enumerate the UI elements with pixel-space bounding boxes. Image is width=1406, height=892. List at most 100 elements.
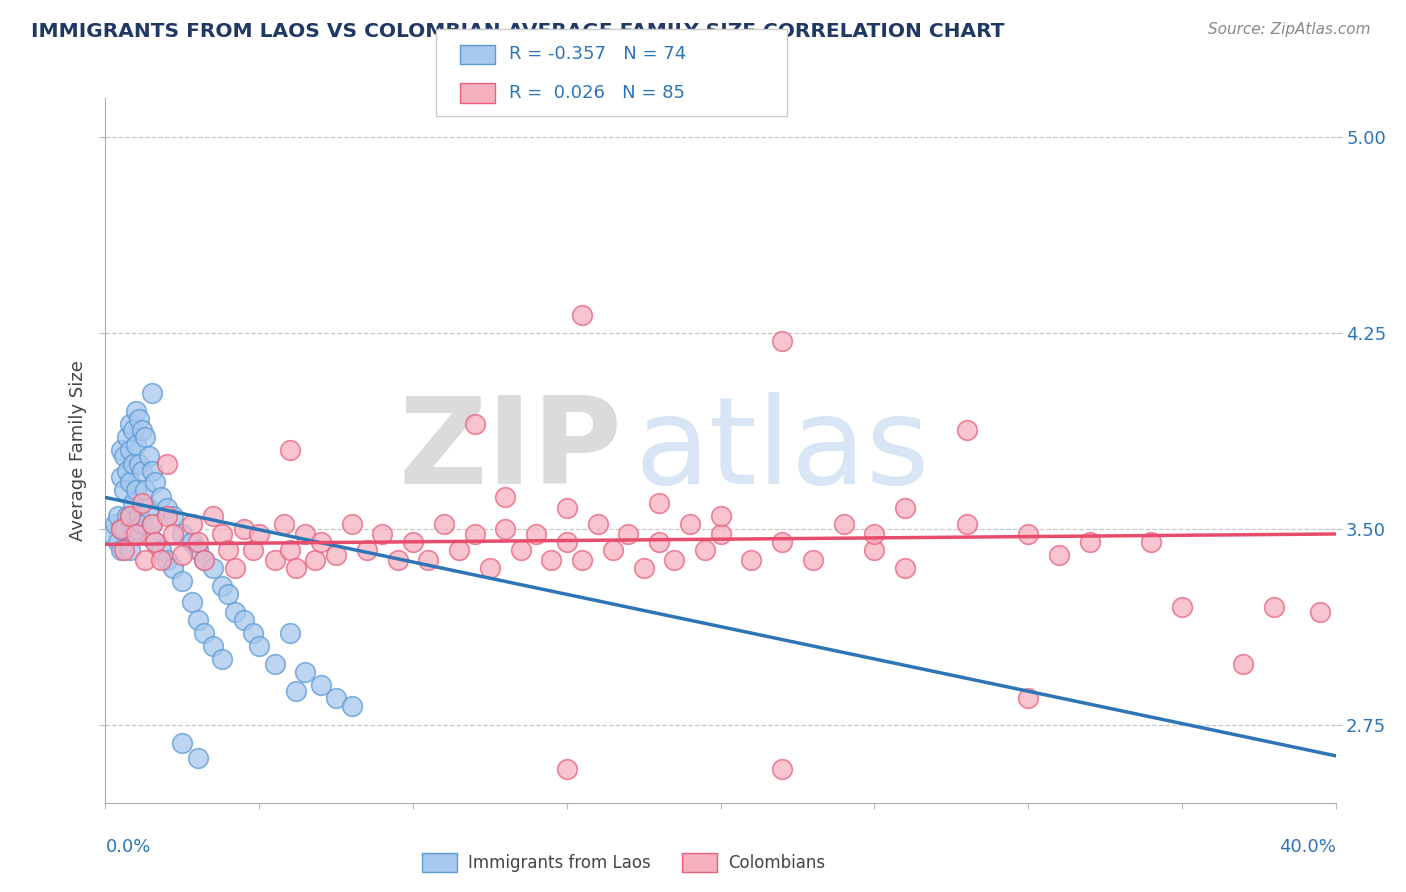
Text: Source: ZipAtlas.com: Source: ZipAtlas.com	[1208, 22, 1371, 37]
Point	[193, 626, 215, 640]
Point	[110, 443, 132, 458]
Point	[156, 553, 179, 567]
Point	[110, 522, 132, 536]
Point	[648, 534, 671, 549]
Point	[494, 522, 516, 536]
Point	[138, 449, 160, 463]
Point	[263, 553, 285, 567]
Point	[187, 534, 209, 549]
Point	[211, 527, 233, 541]
Text: Colombians: Colombians	[728, 854, 825, 871]
Point	[602, 542, 624, 557]
Text: R =  0.026   N = 85: R = 0.026 N = 85	[509, 84, 685, 102]
Point	[863, 542, 886, 557]
Point	[325, 691, 347, 706]
Point	[679, 516, 702, 531]
Point	[187, 751, 209, 765]
Point	[285, 683, 308, 698]
Point	[134, 483, 156, 497]
Point	[387, 553, 409, 567]
Text: Immigrants from Laos: Immigrants from Laos	[468, 854, 651, 871]
Point	[131, 423, 153, 437]
Point	[115, 508, 138, 523]
Point	[770, 334, 793, 348]
Point	[309, 678, 332, 692]
Point	[162, 561, 184, 575]
Point	[232, 522, 254, 536]
Point	[894, 500, 917, 515]
Point	[100, 527, 122, 541]
Point	[120, 542, 141, 557]
Point	[247, 639, 270, 653]
Point	[172, 574, 194, 588]
Point	[131, 516, 153, 531]
Point	[180, 595, 202, 609]
Point	[218, 542, 240, 557]
Point	[120, 475, 141, 489]
Point	[143, 534, 166, 549]
Point	[555, 762, 578, 776]
Point	[242, 626, 264, 640]
Point	[122, 423, 145, 437]
Point	[115, 430, 138, 444]
Point	[242, 542, 264, 557]
Point	[285, 561, 308, 575]
Point	[278, 443, 301, 458]
Point	[187, 542, 209, 557]
Point	[202, 561, 225, 575]
Point	[149, 553, 172, 567]
Point	[224, 605, 246, 619]
Point	[125, 404, 148, 418]
Point	[278, 542, 301, 557]
Text: atlas: atlas	[634, 392, 931, 509]
Point	[1078, 534, 1101, 549]
Point	[122, 457, 145, 471]
Point	[138, 500, 160, 515]
Point	[187, 613, 209, 627]
Point	[122, 496, 145, 510]
Point	[740, 553, 762, 567]
Point	[115, 464, 138, 478]
Point	[263, 657, 285, 672]
Text: 40.0%: 40.0%	[1279, 838, 1336, 856]
Point	[128, 508, 150, 523]
Point	[710, 508, 733, 523]
Point	[180, 534, 202, 549]
Point	[956, 423, 979, 437]
Point	[464, 527, 486, 541]
Point	[122, 527, 145, 541]
Point	[770, 762, 793, 776]
Point	[863, 527, 886, 541]
Point	[633, 561, 655, 575]
Point	[110, 469, 132, 483]
Point	[156, 500, 179, 515]
Point	[571, 308, 593, 322]
Point	[464, 417, 486, 432]
Point	[120, 508, 141, 523]
Point	[134, 553, 156, 567]
Point	[418, 553, 440, 567]
Point	[162, 508, 184, 523]
Point	[125, 522, 148, 536]
Point	[202, 639, 225, 653]
Point	[180, 516, 202, 531]
Point	[309, 534, 332, 549]
Point	[131, 464, 153, 478]
Point	[128, 457, 150, 471]
Point	[211, 652, 233, 666]
Point	[112, 449, 135, 463]
Point	[156, 508, 179, 523]
Point	[202, 508, 225, 523]
Point	[402, 534, 425, 549]
Point	[478, 561, 501, 575]
Point	[494, 491, 516, 505]
Point	[172, 527, 194, 541]
Point	[695, 542, 717, 557]
Point	[1171, 600, 1194, 615]
Point	[449, 542, 471, 557]
Point	[141, 516, 163, 531]
Point	[1140, 534, 1163, 549]
Point	[218, 587, 240, 601]
Point	[193, 553, 215, 567]
Point	[107, 534, 129, 549]
